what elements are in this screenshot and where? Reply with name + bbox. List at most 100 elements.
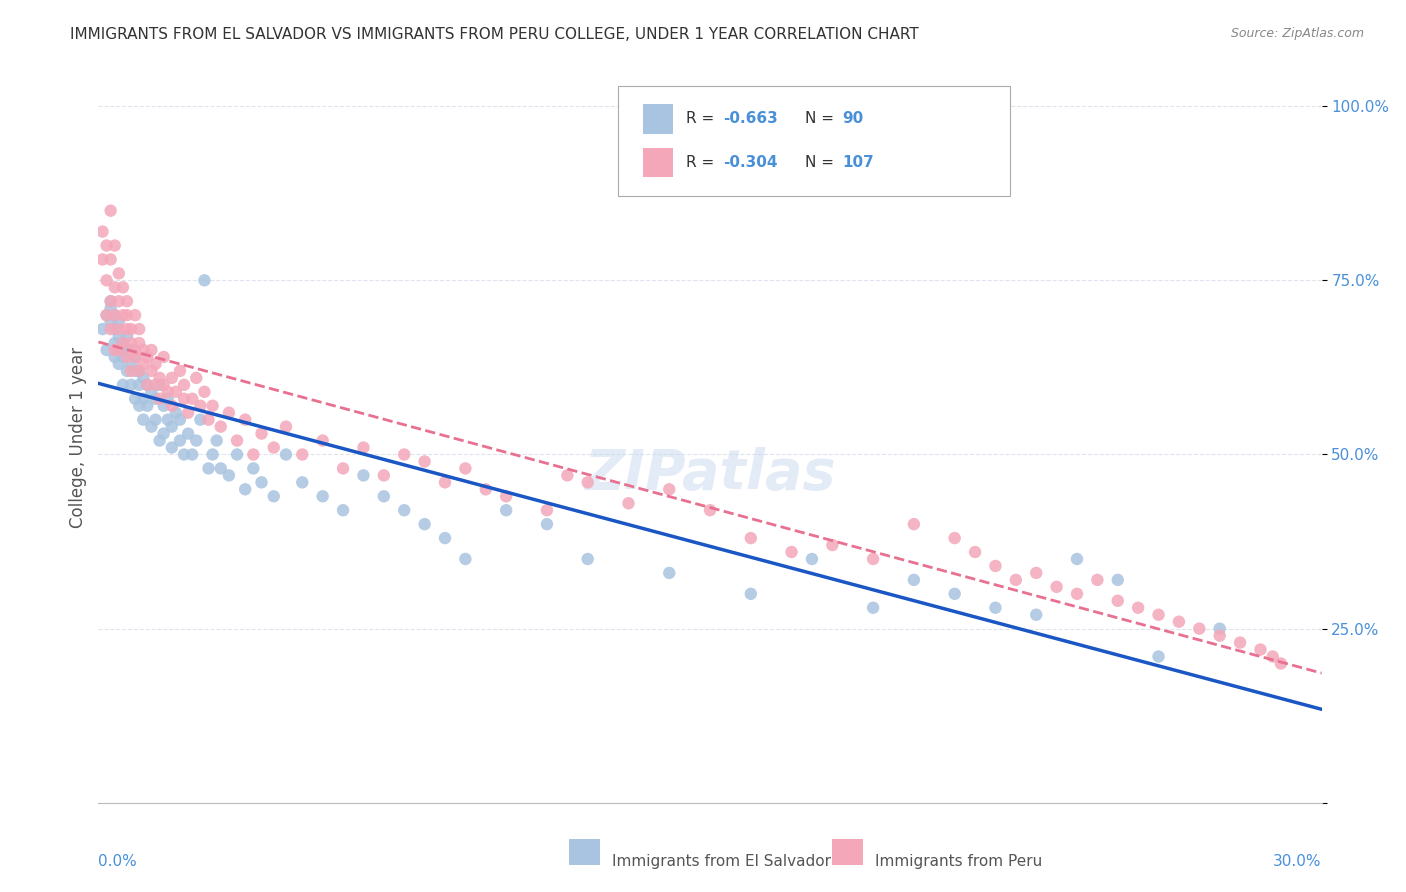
Point	[100, 252, 122, 267]
Text: 107: 107	[842, 155, 875, 170]
Point	[96, 343, 118, 357]
Point	[332, 461, 354, 475]
Point	[136, 377, 159, 392]
Point	[1066, 552, 1088, 566]
Point	[132, 371, 155, 385]
Point	[104, 343, 127, 357]
Point	[495, 489, 517, 503]
Point	[312, 489, 335, 503]
Point	[291, 475, 314, 490]
Point	[111, 336, 134, 351]
Point	[193, 273, 215, 287]
Point	[120, 322, 142, 336]
Point	[124, 308, 146, 322]
Point	[984, 600, 1007, 615]
Point	[495, 503, 517, 517]
Point	[242, 448, 264, 462]
Point	[226, 434, 249, 448]
Text: Source: ZipAtlas.com: Source: ZipAtlas.com	[1230, 27, 1364, 40]
Text: 30.0%: 30.0%	[1274, 854, 1322, 869]
Point	[108, 322, 131, 336]
Point	[1025, 566, 1047, 580]
Point	[434, 531, 457, 545]
Point	[617, 496, 640, 510]
Point	[104, 336, 127, 351]
Point	[160, 419, 183, 434]
Point	[145, 357, 167, 371]
Point	[197, 461, 219, 475]
Point	[181, 392, 204, 406]
Text: Immigrants from Peru: Immigrants from Peru	[875, 854, 1042, 869]
Point	[165, 384, 187, 399]
Point	[124, 392, 146, 406]
Point	[120, 343, 142, 357]
Point	[108, 294, 131, 309]
Point	[1147, 649, 1170, 664]
Point	[145, 392, 167, 406]
Point	[274, 419, 297, 434]
Point	[160, 441, 183, 455]
Point	[821, 538, 844, 552]
Point	[188, 412, 212, 426]
Point	[156, 412, 179, 426]
Point	[100, 294, 122, 309]
Point	[218, 406, 240, 420]
Point	[173, 448, 195, 462]
Point	[160, 371, 183, 385]
Point	[177, 426, 200, 441]
Point	[434, 475, 457, 490]
Point	[156, 384, 179, 399]
Point	[115, 343, 138, 357]
Point	[413, 454, 436, 468]
Text: 90: 90	[842, 112, 863, 127]
Point	[115, 294, 138, 309]
Text: N =: N =	[806, 112, 839, 127]
FancyBboxPatch shape	[832, 839, 863, 865]
Text: 0.0%: 0.0%	[98, 854, 138, 869]
Point	[474, 483, 498, 497]
Point	[205, 434, 228, 448]
Point	[1085, 573, 1108, 587]
Point	[141, 364, 163, 378]
Point	[1045, 580, 1069, 594]
Point	[965, 545, 987, 559]
Point	[104, 308, 127, 322]
Point	[188, 399, 212, 413]
Point	[128, 364, 150, 378]
Point	[233, 483, 256, 497]
Point	[576, 475, 599, 490]
Point	[536, 517, 558, 532]
Point	[263, 489, 285, 503]
Point	[91, 252, 114, 267]
Point	[165, 406, 187, 420]
Point	[96, 308, 118, 322]
Point	[413, 517, 436, 532]
Point	[132, 343, 155, 357]
Point	[115, 364, 138, 378]
Point	[100, 301, 122, 316]
Point	[111, 350, 134, 364]
Point	[141, 384, 163, 399]
Point	[152, 399, 174, 413]
Point	[111, 336, 134, 351]
Point	[209, 461, 232, 475]
Point	[242, 461, 264, 475]
Point	[104, 350, 127, 364]
Point	[152, 377, 174, 392]
Point	[943, 587, 966, 601]
Point	[132, 392, 155, 406]
Point	[740, 587, 762, 601]
Point	[1107, 573, 1129, 587]
Point	[740, 531, 762, 545]
Point	[1270, 657, 1292, 671]
Point	[332, 503, 354, 517]
Text: N =: N =	[806, 155, 839, 170]
Point	[111, 377, 134, 392]
Point	[862, 552, 884, 566]
Point	[96, 273, 118, 287]
Text: ZIPatlas: ZIPatlas	[585, 447, 835, 500]
Point	[115, 308, 138, 322]
Point	[263, 441, 285, 455]
Point	[780, 545, 803, 559]
Point	[124, 343, 146, 357]
